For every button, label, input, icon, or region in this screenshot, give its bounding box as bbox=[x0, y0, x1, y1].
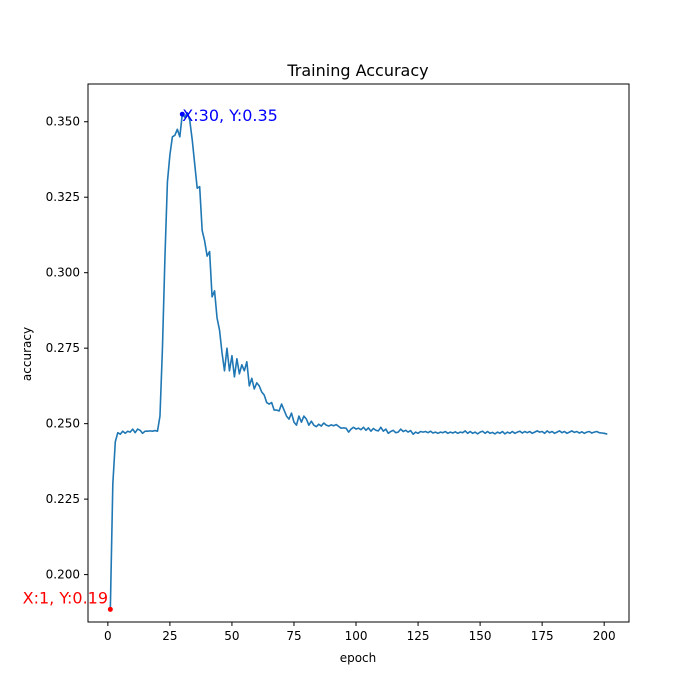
chart-title: Training Accuracy bbox=[286, 61, 428, 80]
x-tick-label: 50 bbox=[224, 629, 239, 643]
annotation-layer: X:1, Y:0.19 X:30, Y:0.35 bbox=[23, 106, 278, 612]
accuracy-series-line bbox=[109, 111, 608, 611]
x-tick-label: 100 bbox=[345, 629, 368, 643]
y-tick-label: 0.350 bbox=[46, 115, 80, 129]
x-tick-label: 175 bbox=[531, 629, 554, 643]
plot-frame bbox=[87, 83, 630, 623]
y-tick-label: 0.225 bbox=[46, 492, 80, 506]
x-tick-label: 0 bbox=[104, 629, 112, 643]
x-tick-label: 25 bbox=[162, 629, 177, 643]
annotation-label: X:1, Y:0.19 bbox=[23, 588, 108, 607]
x-tick-label: 150 bbox=[469, 629, 492, 643]
series-layer bbox=[109, 111, 608, 611]
x-tick-label: 200 bbox=[593, 629, 616, 643]
x-tick-label: 125 bbox=[407, 629, 430, 643]
y-tick-label: 0.325 bbox=[46, 190, 80, 204]
y-tick-label: 0.250 bbox=[46, 417, 80, 431]
y-tick-label: 0.200 bbox=[46, 568, 80, 582]
y-axis: 0.200 0.225 0.250 0.275 0.300 0.325 0.350 bbox=[46, 115, 88, 582]
y-axis-label: accuracy bbox=[20, 327, 34, 381]
y-tick-label: 0.275 bbox=[46, 341, 80, 355]
annotation-marker bbox=[179, 111, 185, 117]
y-tick-label: 0.300 bbox=[46, 266, 80, 280]
x-axis: 0 25 50 75 100 125 150 175 200 bbox=[104, 622, 616, 643]
annotation-marker bbox=[107, 606, 113, 612]
x-axis-label: epoch bbox=[340, 651, 377, 665]
x-tick-label: 75 bbox=[286, 629, 301, 643]
annotation-label: X:30, Y:0.35 bbox=[182, 106, 278, 125]
